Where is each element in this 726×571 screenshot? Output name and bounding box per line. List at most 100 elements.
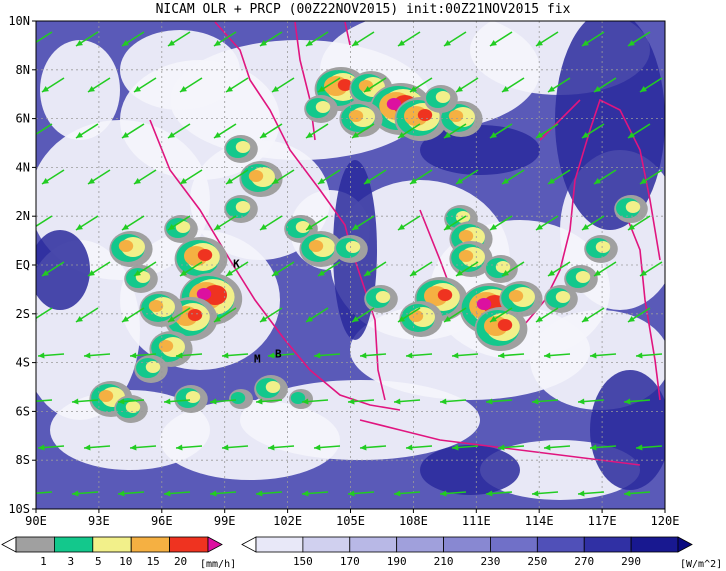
olr-swatch <box>255 536 304 553</box>
wind-vector <box>75 31 99 47</box>
olr-label: 230 <box>481 555 501 568</box>
wind-vector <box>221 352 249 359</box>
lat-tick-label: 10N <box>8 14 30 28</box>
precip-cell <box>235 141 251 153</box>
wind-vector <box>317 261 341 277</box>
wind-vector <box>397 215 421 231</box>
wind-vector <box>41 77 65 93</box>
deep-convection-region <box>420 125 540 175</box>
wind-vector <box>87 169 111 185</box>
wind-vector <box>221 444 249 451</box>
wind-vector <box>117 490 145 497</box>
precip-cell <box>148 300 164 312</box>
wind-vector <box>547 77 571 93</box>
wind-vector <box>359 352 387 359</box>
lat-tick-label: 6S <box>16 404 30 418</box>
wind-vector <box>167 215 191 231</box>
wind-vector <box>259 215 283 231</box>
wind-vector <box>451 352 479 359</box>
wind-vector <box>213 307 237 323</box>
wind-vector <box>497 352 525 359</box>
wind-vector <box>87 77 111 93</box>
olr-label: 290 <box>621 555 641 568</box>
wind-vector <box>255 398 283 405</box>
wind-vector <box>129 444 157 451</box>
wind-vector <box>259 307 283 323</box>
wind-vector <box>577 398 605 405</box>
olr-label: 150 <box>293 555 313 568</box>
wind-vector <box>83 352 111 359</box>
olr-swatch <box>536 536 585 553</box>
precip-cell <box>345 241 361 253</box>
wind-vector <box>305 215 329 231</box>
wind-vector <box>133 261 157 277</box>
precip-cell <box>458 230 474 242</box>
precip-cell <box>98 390 114 402</box>
wind-vector <box>627 215 651 231</box>
wind-vector <box>121 31 145 47</box>
coastline <box>539 99 581 141</box>
wind-vector <box>501 169 525 185</box>
wind-vector <box>225 169 249 185</box>
wind-vector <box>443 123 467 139</box>
wind-vector <box>71 398 99 405</box>
precip-field <box>89 67 648 423</box>
precip-cell <box>158 340 174 352</box>
wind-vector <box>209 398 237 405</box>
lat-tick-label: 10S <box>8 502 30 516</box>
precip-cell <box>386 98 402 110</box>
station-labels: K M B <box>233 257 282 365</box>
wind-vector <box>535 31 559 47</box>
precip-label: 10 <box>119 555 132 568</box>
wind-vector <box>581 307 605 323</box>
wind-vector <box>117 398 145 405</box>
wind-vector <box>397 123 421 139</box>
wind-vector <box>87 261 111 277</box>
olr-label: 170 <box>340 555 360 568</box>
lat-tick-label: EQ <box>16 258 30 272</box>
wind-vector <box>75 123 99 139</box>
lat-tick-label: 2S <box>16 307 30 321</box>
olr-label: 210 <box>434 555 454 568</box>
wind-vector <box>535 123 559 139</box>
precip-cell <box>408 310 424 322</box>
wind-vector <box>163 398 191 405</box>
wind-vector <box>623 398 651 405</box>
lon-tick-label: 114E <box>525 514 554 528</box>
precip-cell <box>315 101 331 113</box>
lat-axis: 10N 8N 6N 4N 2N EQ 2S 4S 6S 8S 10S <box>8 14 36 516</box>
wind-vector <box>363 169 387 185</box>
lat-tick-label: 6N <box>16 112 30 126</box>
olr-label: 270 <box>574 555 594 568</box>
coastline <box>344 21 351 46</box>
wind-vector <box>41 261 65 277</box>
wind-vector <box>36 491 53 495</box>
olr-swatch <box>302 536 351 553</box>
wind-vector <box>271 77 295 93</box>
precip-cell <box>265 381 281 393</box>
lon-tick-label: 90E <box>25 514 47 528</box>
olr-label: 190 <box>387 555 407 568</box>
wind-vector <box>351 307 375 323</box>
olr-swatch <box>396 536 444 553</box>
wind-vector <box>213 215 237 231</box>
precip-cell <box>125 401 141 413</box>
wind-vector <box>627 31 651 47</box>
olr-swatch <box>241 536 257 553</box>
wind-vector <box>267 444 295 451</box>
wind-vector <box>225 77 249 93</box>
olr-colorbar: 150 170 190 210 230 250 270 290 [W/m^2] <box>241 536 722 570</box>
map-panel: K M B <box>36 21 665 509</box>
precip-cell <box>308 240 324 252</box>
lat-tick-label: 8S <box>16 453 30 467</box>
olr-swatch <box>677 536 693 553</box>
precip-cell <box>185 391 201 403</box>
olr-unit: [W/m^2] <box>680 559 722 570</box>
wind-vector <box>531 490 559 497</box>
wind-vector <box>317 169 341 185</box>
wind-vector <box>409 77 433 93</box>
wind-vector <box>267 352 295 359</box>
precip-swatch <box>169 536 209 553</box>
wind-vector <box>485 398 513 405</box>
